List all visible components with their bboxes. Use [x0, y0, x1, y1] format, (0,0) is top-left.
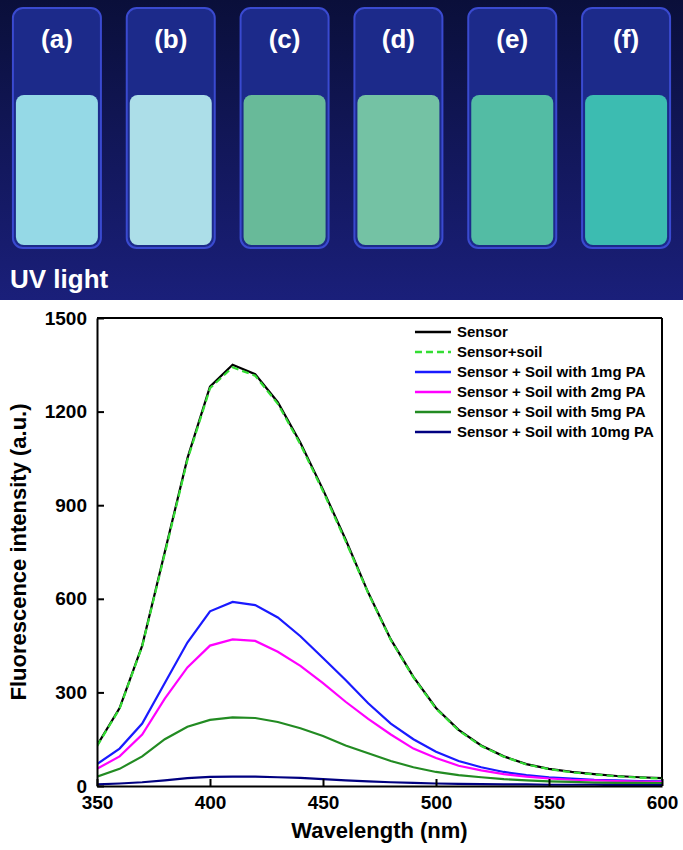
vial: (d)	[354, 8, 442, 248]
y-axis-line	[97, 319, 99, 787]
legend-swatch	[415, 431, 451, 434]
legend-swatch	[415, 411, 451, 414]
vial-label: (d)	[382, 24, 415, 54]
x-tick: 600	[647, 779, 679, 813]
vial-liquid	[357, 95, 439, 245]
vial-label: (f)	[613, 24, 639, 54]
x-tick: 400	[195, 779, 227, 813]
x-tick-label: 400	[195, 792, 227, 813]
y-tick: 0	[76, 776, 104, 797]
vial: (e)	[468, 8, 556, 248]
legend-item: Sensor+soil	[415, 343, 542, 360]
x-tick-label: 450	[308, 792, 340, 813]
series-line	[97, 365, 662, 778]
legend-swatch	[415, 391, 451, 394]
frame	[97, 317, 662, 319]
legend-swatch	[415, 331, 451, 334]
vial-glass	[582, 8, 670, 248]
y-tick-mark	[97, 692, 104, 694]
series-line	[97, 367, 662, 778]
x-tick-mark	[662, 779, 664, 786]
vial-liquid	[130, 95, 212, 245]
vial-label: (e)	[496, 24, 528, 54]
x-axis-title: Wavelength (nm)	[291, 818, 467, 843]
y-tick-mark	[97, 318, 104, 320]
legend-swatch	[415, 351, 451, 354]
x-axis-line	[98, 786, 663, 788]
legend-item: Sensor	[415, 323, 508, 340]
vial-liquid	[585, 95, 667, 245]
vial-glass	[127, 8, 215, 248]
y-tick-label: 0	[76, 776, 87, 797]
y-tick-label: 300	[55, 682, 87, 703]
x-tick-mark	[436, 779, 438, 786]
legend-label: Sensor + Soil with 5mg PA	[457, 403, 646, 420]
vial-liquid	[471, 95, 553, 245]
y-tick-label: 600	[55, 588, 87, 609]
chart: 350400450500550600030060090012001500Wave…	[6, 308, 679, 843]
x-tick-label: 600	[647, 792, 679, 813]
vial: (a)	[13, 8, 101, 248]
legend-item: Sensor + Soil with 1mg PA	[415, 363, 646, 380]
legend-item: Sensor + Soil with 2mg PA	[415, 383, 646, 400]
y-axis: 0 300 600 900 1200 1500	[45, 308, 104, 797]
vial-label: (a)	[41, 24, 73, 54]
series-line	[97, 777, 662, 785]
legend: Sensor Sensor+soil Sensor + Soil with 1mg …	[415, 323, 654, 440]
y-tick-mark	[97, 786, 104, 788]
legend-item: Sensor + Soil with 5mg PA	[415, 403, 646, 420]
vial: (b)	[127, 8, 215, 248]
x-tick-label: 550	[534, 792, 566, 813]
y-tick-label: 900	[55, 495, 87, 516]
vial-liquid	[16, 95, 98, 245]
y-tick: 900	[55, 495, 104, 516]
vial-label: (c)	[269, 24, 301, 54]
vial-liquid	[244, 95, 326, 245]
y-tick-label: 1200	[45, 401, 87, 422]
x-tick-mark	[323, 779, 325, 786]
frame	[661, 318, 663, 786]
legend-label: Sensor + Soil with 1mg PA	[457, 363, 646, 380]
x-tick-mark	[549, 779, 551, 786]
legend-label: Sensor	[457, 323, 508, 340]
photo-caption: UV light	[10, 264, 109, 294]
vial-glass	[13, 8, 101, 248]
series-line	[97, 639, 662, 782]
figure: (a)(b)(c)(d)(e)(f)UV light35040045050055…	[0, 0, 683, 850]
x-tick: 550	[534, 779, 566, 813]
x-tick: 450	[308, 779, 340, 813]
photo-background	[0, 0, 683, 300]
vial-glass	[468, 8, 556, 248]
y-tick: 300	[55, 682, 104, 703]
vial-glass	[354, 8, 442, 248]
y-tick: 600	[55, 588, 104, 609]
x-tick: 500	[421, 779, 453, 813]
plot-lines	[97, 365, 662, 785]
y-tick-mark	[97, 598, 104, 600]
y-axis-title: Fluorescence intensity (a.u.)	[6, 403, 31, 700]
vial: (c)	[241, 8, 329, 248]
legend-label: Sensor + Soil with 10mg PA	[457, 423, 654, 440]
legend-swatch	[415, 371, 451, 374]
x-tick-label: 500	[421, 792, 453, 813]
vial-glass	[241, 8, 329, 248]
legend-item: Sensor + Soil with 10mg PA	[415, 423, 654, 440]
y-tick: 1500	[45, 308, 104, 329]
legend-label: Sensor + Soil with 2mg PA	[457, 383, 646, 400]
series-line	[97, 717, 662, 783]
y-tick-mark	[97, 411, 104, 413]
vial-label: (b)	[154, 24, 187, 54]
y-tick: 1200	[45, 401, 104, 422]
x-tick-mark	[210, 779, 212, 786]
y-tick-label: 1500	[45, 308, 87, 329]
legend-label: Sensor+soil	[457, 343, 542, 360]
x-axis: 350400450500550600	[82, 779, 679, 813]
y-tick-mark	[97, 505, 104, 507]
vial: (f)	[582, 8, 670, 248]
series-line	[97, 602, 662, 781]
photo-panel: (a) (b) (c) (d) (e) (f) UV light	[0, 0, 683, 300]
